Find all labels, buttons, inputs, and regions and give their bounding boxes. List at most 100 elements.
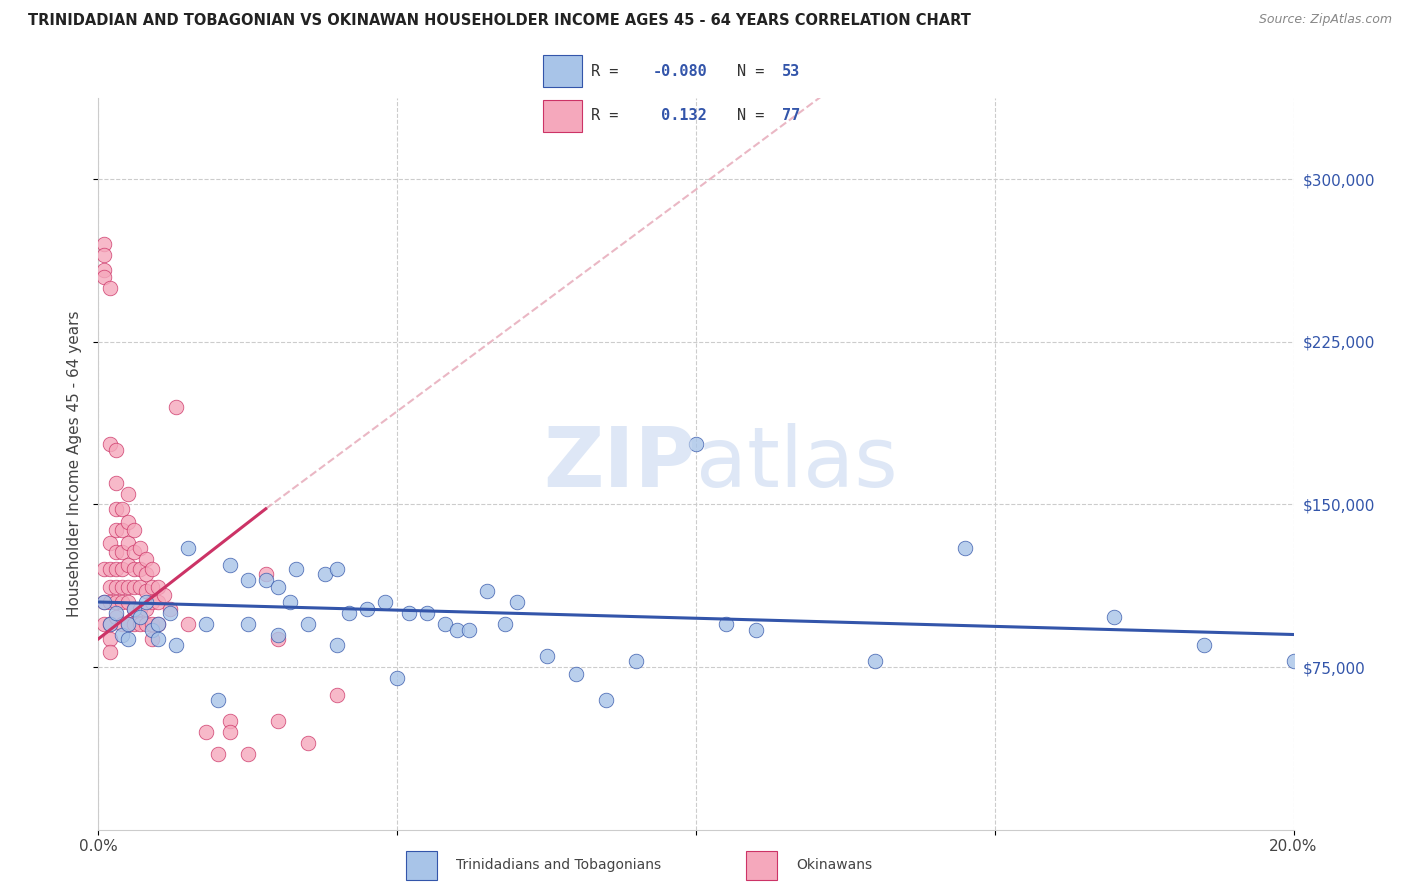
Text: 0.132: 0.132: [652, 109, 707, 123]
Point: [117, 616, 139, 631]
Point: [117, 515, 139, 529]
Point: [1282, 653, 1305, 667]
Point: [117, 558, 139, 573]
Point: [714, 616, 737, 631]
Point: [124, 601, 146, 615]
Point: [129, 562, 152, 576]
Text: N =: N =: [737, 109, 773, 123]
Point: [475, 584, 498, 599]
Point: [129, 541, 152, 555]
Point: [117, 580, 139, 594]
Point: [105, 562, 128, 576]
Point: [111, 616, 134, 631]
Point: [236, 616, 259, 631]
Point: [135, 551, 157, 566]
Point: [100, 437, 122, 451]
Point: [434, 616, 457, 631]
Point: [124, 580, 146, 594]
Text: R =: R =: [591, 64, 627, 78]
Point: [117, 536, 139, 550]
FancyBboxPatch shape: [406, 851, 437, 880]
Point: [93, 269, 115, 284]
Point: [506, 595, 529, 609]
Point: [105, 443, 128, 458]
Point: [165, 400, 187, 414]
Point: [195, 616, 218, 631]
Point: [100, 536, 122, 550]
Point: [195, 725, 218, 739]
Text: ZIP: ZIP: [544, 424, 696, 504]
Text: 53: 53: [782, 64, 800, 78]
Point: [236, 574, 259, 588]
Point: [315, 566, 337, 581]
Point: [236, 747, 259, 761]
Point: [135, 584, 157, 599]
Point: [356, 601, 378, 615]
Point: [865, 653, 887, 667]
Point: [141, 623, 163, 637]
Point: [141, 632, 163, 646]
Point: [111, 595, 134, 609]
Point: [105, 606, 128, 620]
Point: [117, 616, 139, 631]
Point: [100, 645, 122, 659]
Point: [124, 545, 146, 559]
Point: [93, 616, 115, 631]
Point: [1104, 610, 1126, 624]
Text: -0.080: -0.080: [652, 64, 707, 78]
Point: [446, 623, 468, 637]
Text: Source: ZipAtlas.com: Source: ZipAtlas.com: [1258, 13, 1392, 27]
Point: [159, 606, 181, 620]
Point: [129, 610, 152, 624]
FancyBboxPatch shape: [543, 55, 582, 87]
Text: R =: R =: [591, 109, 627, 123]
Point: [124, 616, 146, 631]
Point: [207, 747, 229, 761]
Point: [93, 263, 115, 277]
Point: [595, 692, 617, 706]
Point: [111, 562, 134, 576]
Point: [685, 437, 707, 451]
Text: TRINIDADIAN AND TOBAGONIAN VS OKINAWAN HOUSEHOLDER INCOME AGES 45 - 64 YEARS COR: TRINIDADIAN AND TOBAGONIAN VS OKINAWAN H…: [28, 13, 972, 29]
FancyBboxPatch shape: [747, 851, 778, 880]
Point: [148, 580, 170, 594]
Point: [458, 623, 481, 637]
Point: [177, 616, 200, 631]
Point: [219, 725, 242, 739]
FancyBboxPatch shape: [543, 100, 582, 132]
Point: [326, 688, 349, 702]
Point: [339, 606, 360, 620]
Text: Trinidadians and Tobagonians: Trinidadians and Tobagonians: [456, 858, 661, 872]
Point: [117, 632, 139, 646]
Point: [135, 595, 157, 609]
Point: [117, 595, 139, 609]
Point: [135, 601, 157, 615]
Point: [416, 606, 439, 620]
Y-axis label: Householder Income Ages 45 - 64 years: Householder Income Ages 45 - 64 years: [67, 310, 83, 617]
Text: Okinawans: Okinawans: [796, 858, 872, 872]
Point: [494, 616, 516, 631]
Point: [100, 580, 122, 594]
Point: [93, 595, 115, 609]
Point: [565, 666, 588, 681]
Point: [297, 616, 319, 631]
Point: [129, 580, 152, 594]
Point: [124, 562, 146, 576]
Point: [1192, 638, 1215, 652]
Point: [111, 627, 134, 641]
Point: [100, 632, 122, 646]
Point: [165, 638, 187, 652]
Point: [219, 714, 242, 729]
Point: [141, 616, 163, 631]
Point: [141, 562, 163, 576]
Point: [148, 616, 170, 631]
Point: [105, 595, 128, 609]
Point: [100, 281, 122, 295]
Point: [159, 601, 181, 615]
Point: [117, 486, 139, 500]
Point: [141, 580, 163, 594]
Point: [398, 606, 420, 620]
Point: [284, 562, 307, 576]
Point: [100, 595, 122, 609]
Point: [111, 580, 134, 594]
